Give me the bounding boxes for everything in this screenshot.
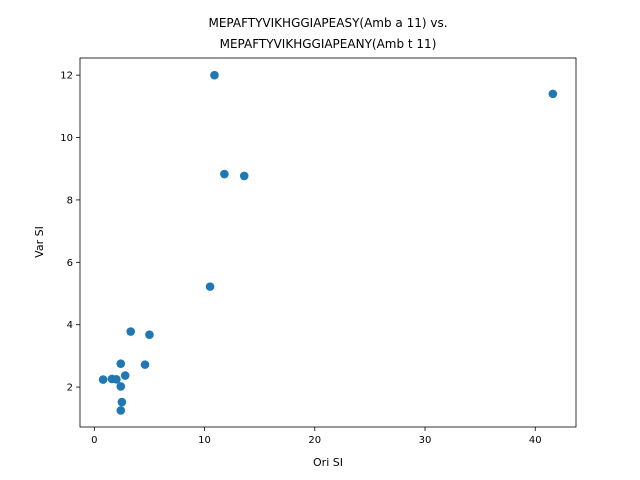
data-point-4 [205, 282, 215, 291]
data-point-7 [116, 359, 126, 368]
data-point-2 [220, 169, 229, 179]
data-point-8 [140, 360, 150, 369]
chart-title-line-2: MEPAFTYVIKHGGIAPEANY(Amb t 11) [220, 37, 437, 51]
y-axis-label: Var SI [33, 226, 46, 258]
data-point-3 [239, 171, 249, 181]
y-tick-label-0: 2 [67, 383, 73, 394]
data-points [98, 70, 558, 415]
data-point-13 [116, 382, 126, 391]
data-point-5 [126, 327, 136, 336]
data-point-6 [145, 330, 154, 339]
data-point-10 [98, 375, 108, 384]
y-tick-label-3: 8 [67, 195, 73, 206]
y-tick-label-5: 12 [60, 71, 73, 82]
data-point-0 [210, 70, 219, 80]
y-axis-ticks: 2 4 6 8 10 12 [60, 71, 80, 394]
x-tick-label-3: 30 [419, 435, 432, 446]
y-tick-label-1: 4 [67, 320, 73, 331]
data-point-9 [120, 371, 130, 380]
data-point-12 [112, 374, 121, 384]
x-axis-label: Ori SI [313, 456, 343, 469]
x-tick-label-0: 0 [91, 435, 97, 446]
data-point-15 [116, 406, 126, 415]
data-point-14 [117, 397, 127, 407]
plot-frame [79, 57, 577, 428]
x-axis-ticks: 0 10 20 30 40 [91, 427, 542, 446]
x-tick-label-2: 20 [308, 435, 321, 446]
y-tick-label-4: 10 [60, 133, 73, 144]
x-tick-label-4: 40 [529, 435, 542, 446]
data-point-1 [548, 89, 558, 99]
chart-title-line-1: MEPAFTYVIKHGGIAPEASY(Amb a 11) vs. [208, 16, 447, 30]
x-tick-label-1: 10 [198, 435, 211, 446]
y-tick-label-2: 6 [67, 258, 73, 269]
